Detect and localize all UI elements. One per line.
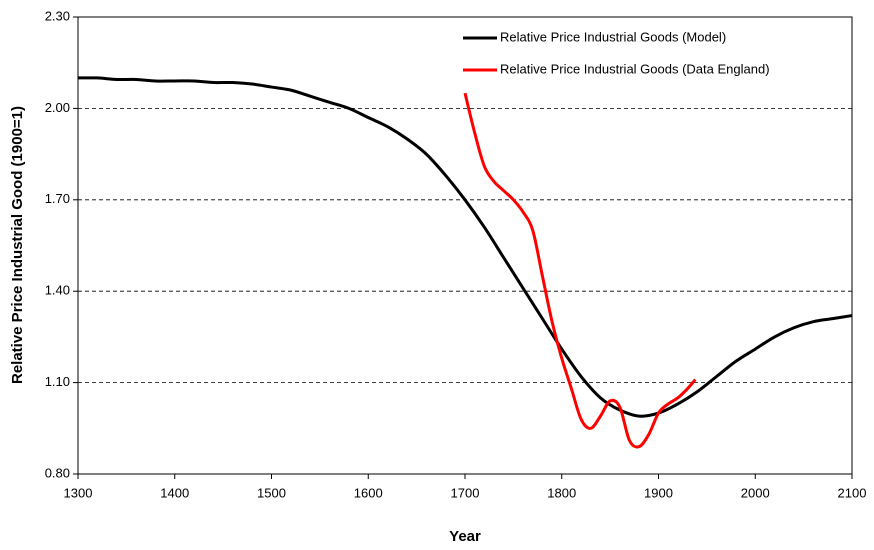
y-tick-label: 0.80 bbox=[45, 465, 70, 480]
y-tick-label: 2.30 bbox=[45, 8, 70, 23]
line-series bbox=[463, 92, 697, 449]
y-tick-label: 2.00 bbox=[45, 100, 70, 115]
legend-label: Relative Price Industrial Goods (Model) bbox=[500, 29, 726, 44]
x-tick-label: 1900 bbox=[644, 485, 673, 500]
y-tick-label: 1.40 bbox=[45, 283, 70, 298]
x-tick-label: 1700 bbox=[451, 485, 480, 500]
y-tick-label: 1.70 bbox=[45, 191, 70, 206]
x-tick-label: 1600 bbox=[354, 485, 383, 500]
x-tick-label: 2100 bbox=[838, 485, 867, 500]
x-tick-label: 1500 bbox=[257, 485, 286, 500]
y-axis-title: Relative Price Industrial Good (1900=1) bbox=[9, 106, 26, 384]
y-tick-label: 1.10 bbox=[45, 374, 70, 389]
x-tick-label: 1400 bbox=[160, 485, 189, 500]
x-tick-label: 1300 bbox=[64, 485, 93, 500]
line-series bbox=[77, 76, 853, 418]
legend-label: Relative Price Industrial Goods (Data En… bbox=[500, 61, 770, 76]
x-tick-label: 2000 bbox=[741, 485, 770, 500]
plot-frame bbox=[77, 16, 853, 475]
x-tick-label: 1800 bbox=[547, 485, 576, 500]
x-axis-title: Year bbox=[449, 528, 481, 545]
